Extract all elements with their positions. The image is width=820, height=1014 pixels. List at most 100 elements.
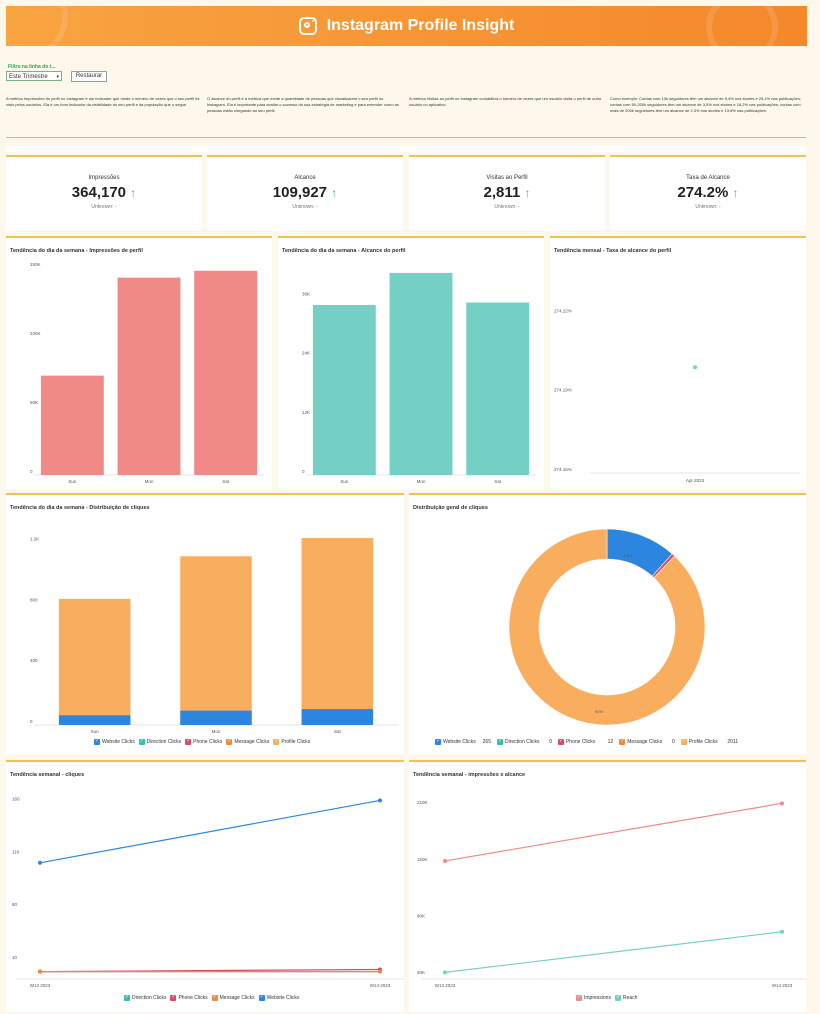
legend-item[interactable]: Message Clicks [211, 994, 255, 1001]
chart-title: Tendência semanal - impressões x alcance [413, 772, 526, 778]
legend-item[interactable]: Direction Clicks 0 [497, 738, 552, 745]
checkbox-icon [273, 738, 280, 745]
y-tick-label: 800 [30, 597, 38, 602]
x-tick-label: Sat [494, 479, 502, 484]
chevron-down-icon: ▾ [56, 74, 59, 80]
y-tick-label: 0 [302, 469, 305, 474]
kpi-impressions: Impressões 364,170 ↑ Unknown: - [6, 155, 202, 231]
y-tick-label: 160 [12, 797, 20, 802]
spacer [6, 146, 806, 152]
checkbox-icon [138, 738, 145, 745]
y-tick-label: 10 [12, 955, 18, 960]
instagram-icon [298, 17, 317, 35]
y-tick-label: 90K [417, 914, 425, 919]
legend-item[interactable]: Profile Clicks [273, 738, 310, 745]
kpi-subtext: Unknown: - [494, 204, 520, 210]
legend-label: Profile Clicks [688, 739, 718, 745]
checkbox-icon [497, 738, 503, 745]
bar-segment [58, 598, 131, 716]
reach-rate-description: Como exemplo: Contas com 10k seguidores … [610, 96, 801, 113]
y-tick-label: 1.2K [30, 537, 39, 542]
y-tick-label: 110 [12, 849, 20, 854]
reset-button[interactable]: Restaurar [71, 71, 107, 82]
legend-label: Phone Clicks [193, 739, 223, 745]
chart-svg: 274.16%274.19%274.22%274.25%Apr 2023 [554, 308, 800, 483]
chart-title: Tendência do dia da semana - Distribuiçã… [10, 505, 150, 511]
y-tick-label: 210K [417, 800, 428, 805]
legend-item[interactable]: Website Clicks [94, 738, 135, 745]
x-tick-label: Mon [145, 479, 154, 484]
legend-item[interactable]: Direction Clicks [124, 994, 166, 1001]
chart-svg: 10 60 110 160 W13 2023 W14 2023 [12, 797, 404, 988]
clicks-by-weekday-chart: Tendência do dia da semana - Distribuiçã… [6, 493, 404, 754]
legend-item[interactable]: Reach [614, 994, 638, 1001]
monthly-reach-rate-chart: Tendência mensal - Taxa de alcance do pe… [550, 236, 806, 489]
checkbox-icon [185, 738, 192, 745]
y-tick-label: 274.16% [554, 467, 572, 472]
kpi-profile-visits: Visitas ao Perfil 2,811 ↑ Unknown: - [409, 155, 605, 231]
data-point [780, 929, 784, 934]
legend-value: 12 [607, 739, 614, 745]
chart-legend: Website Clicks Direction Clicks Phone Cl… [94, 738, 310, 745]
y-tick-label: 36K [302, 292, 310, 297]
checkbox-icon [435, 738, 441, 745]
kpi-reach-rate: Taxa de Alcance 274.2% ↑ Unknown: - [610, 155, 806, 231]
legend-item[interactable]: Message Clicks [226, 738, 269, 745]
arrow-up-icon: ↑ [732, 186, 739, 200]
reach-description: O alcance do perfil é a métrica que mede… [207, 96, 399, 113]
x-tick-label: Sun [68, 479, 77, 484]
legend-label: Message Clicks [219, 995, 255, 1001]
chart-svg: 0 400 800 1.2K Sun Mon Sat [30, 537, 398, 734]
legend-label: Direction Clicks [505, 739, 540, 745]
legend-item[interactable]: Phone Clicks 12 [557, 738, 614, 745]
filter-label: Filtro na linha do t... [8, 64, 56, 70]
legend-item[interactable]: Phone Clicks [170, 994, 208, 1001]
legend-item[interactable]: Impressions [576, 994, 611, 1001]
data-point [443, 970, 447, 975]
legend-item[interactable]: Profile Clicks 2011 [680, 738, 738, 745]
y-tick-label: 274.22% [554, 308, 572, 313]
legend-label: Website Clicks [443, 739, 476, 745]
legend-item[interactable]: Phone Clicks [185, 738, 223, 745]
series-line [39, 799, 381, 864]
y-tick-label: 60 [12, 902, 18, 907]
arrow-up-icon: ↑ [331, 186, 338, 200]
x-tick-label: Mon [212, 729, 221, 734]
y-tick-label: 400 [30, 658, 38, 663]
legend-label: Reach [622, 995, 638, 1001]
checkbox-icon [211, 994, 218, 1001]
kpi-value: 364,170 ↑ [6, 184, 202, 201]
legend-label: Phone Clicks [565, 739, 596, 745]
chart-svg: 0 50K 100K 150K Sun Mon Sat [30, 262, 264, 484]
x-tick-label: W13 2023 [435, 983, 456, 988]
checkbox-icon [170, 994, 177, 1001]
reach-by-weekday-chart: Tendência do dia da semana - Alcance do … [278, 236, 544, 489]
bar-segment [180, 556, 252, 711]
bar-segment [301, 709, 374, 725]
series-line [444, 802, 783, 862]
chart-title: Tendência semanal - cliques [10, 772, 85, 778]
chart-title: Tendência do dia da semana - Impressões … [10, 248, 143, 254]
weekly-clicks-line-chart: Tendência semanal - cliques 10 60 110 160 W1… [6, 760, 404, 1012]
y-tick-label: 150K [417, 857, 428, 862]
legend-item[interactable]: Message Clicks 0 [619, 738, 675, 745]
legend-item[interactable]: Website Clicks [258, 994, 299, 1001]
impressions-description: A métrica Impressões do perfil no Instag… [6, 96, 200, 107]
x-tick-label: Sat [222, 479, 230, 484]
checkbox-icon [226, 738, 233, 745]
checkbox-icon [258, 994, 265, 1001]
legend-item[interactable]: Website Clicks 265 [435, 738, 491, 745]
overall-clicks-donut-chart: Distribuição geral de cliques 8.6% 91% We… [409, 493, 806, 754]
legend-item[interactable]: Direction Clicks [138, 738, 181, 745]
x-tick-label: Sat [334, 729, 342, 734]
y-tick-label: 150K [30, 262, 41, 267]
kpi-value: 2,811 ↑ [409, 184, 605, 201]
kpi-number: 2,811 [483, 184, 521, 201]
data-point [378, 969, 382, 974]
kpi-title: Visitas ao Perfil [486, 175, 528, 181]
bar [312, 304, 376, 475]
checkbox-icon [124, 994, 130, 1001]
y-tick-label: 100K [30, 331, 41, 336]
timeline-filter-select[interactable]: Este Trimestre ▾ [6, 71, 62, 81]
data-point [378, 798, 382, 803]
